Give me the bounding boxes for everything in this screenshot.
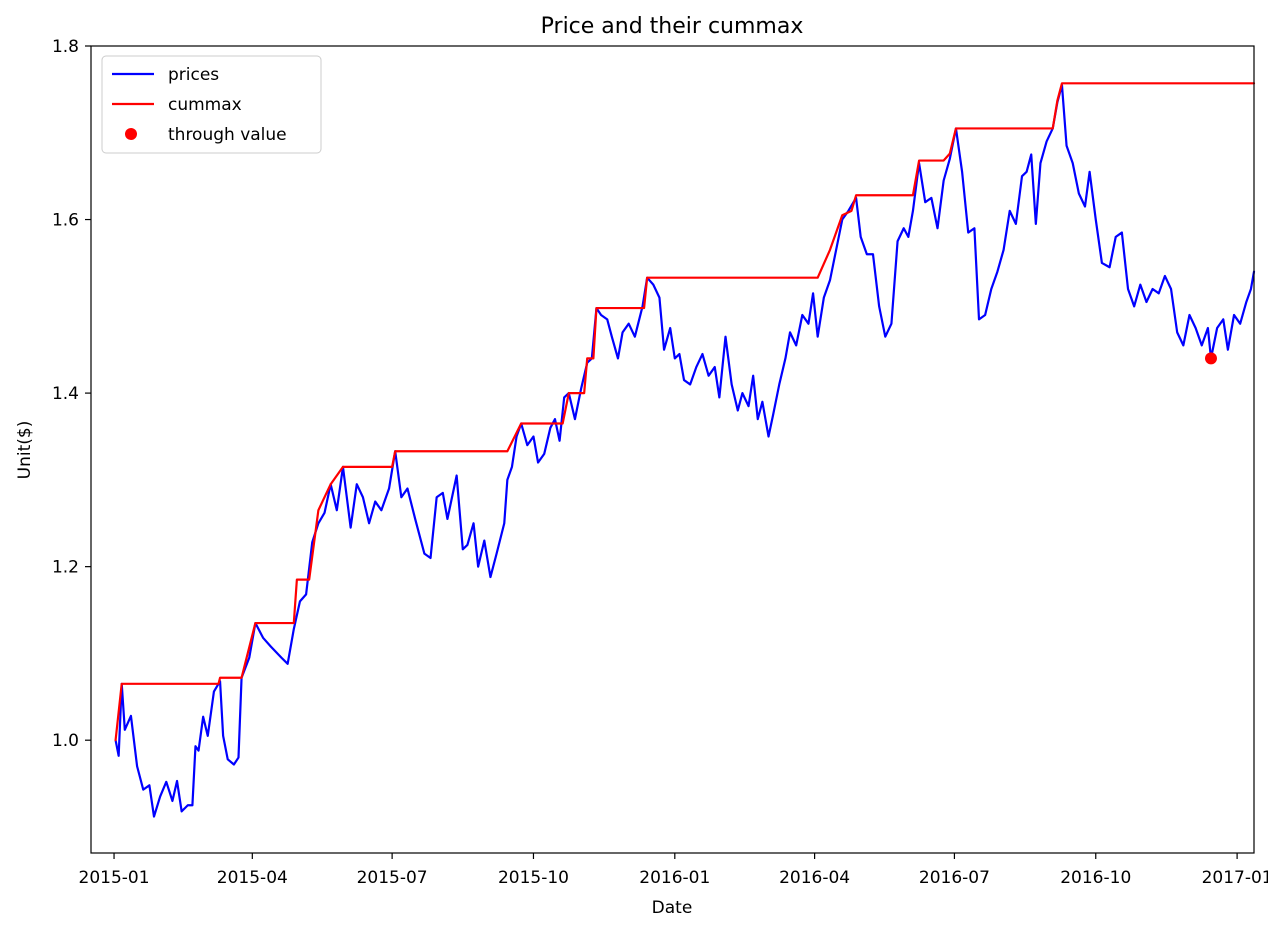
legend-prices-label: prices [168,65,219,85]
x-tick-label: 2015-07 [357,868,428,888]
x-tick-label: 2016-04 [779,868,850,888]
x-axis: 2015-01 2015-04 2015-07 2015-10 2016-01 2016-… [79,853,1268,888]
legend-cummax-label: cummax [168,95,242,115]
y-tick-label: 1.0 [52,731,79,751]
chart-title: Price and their cummax [541,14,804,39]
y-axis: 1.0 1.2 1.4 1.6 1.8 [52,37,91,751]
legend-through-value-label: through value [168,125,287,145]
x-tick-label: 2015-01 [79,868,150,888]
y-axis-label: Unit($) [15,421,35,480]
y-tick-label: 1.8 [52,37,79,57]
legend: prices cummax through value [101,55,322,154]
y-tick-label: 1.4 [52,384,79,404]
y-tick-label: 1.6 [52,211,79,231]
y-tick-label: 1.2 [52,558,79,578]
legend-box [101,55,322,154]
series-cummax-line [114,82,1256,742]
x-tick-label: 2016-01 [639,868,710,888]
x-tick-label: 2015-04 [217,868,288,888]
x-tick-label: 2017-01 [1202,868,1268,888]
x-tick-label: 2015-10 [498,868,569,888]
series-through-value-point [1204,352,1217,365]
x-tick-label: 2016-07 [919,868,990,888]
series-layer [114,82,1256,818]
plot-frame [90,45,1255,854]
x-axis-label: Date [652,898,693,918]
x-tick-label: 2016-10 [1060,868,1131,888]
legend-through-value-swatch [125,128,137,140]
